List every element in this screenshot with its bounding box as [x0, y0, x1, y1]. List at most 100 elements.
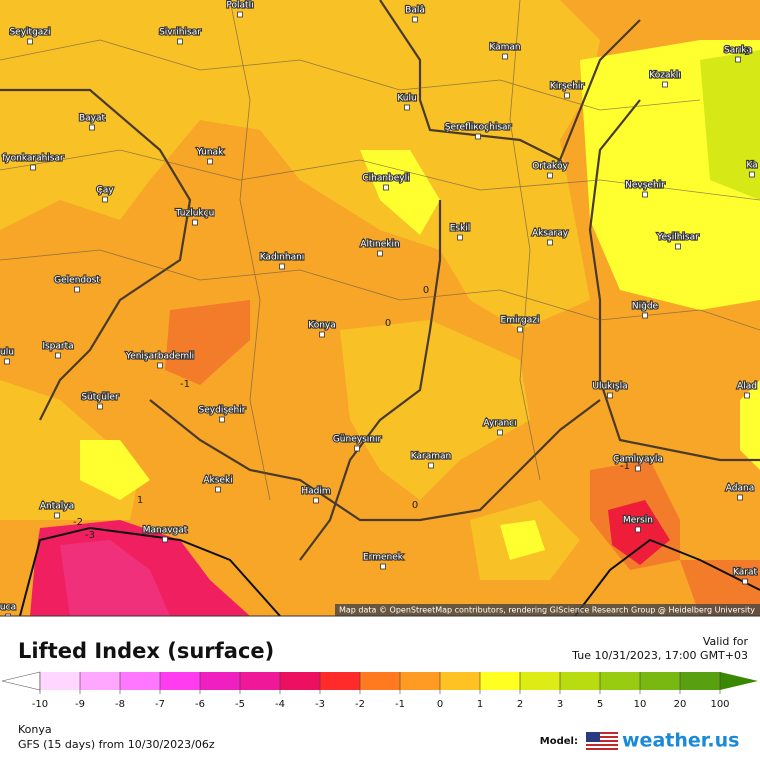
city-marker [735, 56, 741, 63]
city-label: Yunak [196, 148, 224, 158]
legend-swatch [480, 672, 520, 690]
city-marker [404, 104, 410, 111]
legend-tick-label: -10 [32, 699, 48, 710]
city-marker [207, 158, 213, 165]
legend-tick-label: -2 [355, 699, 365, 710]
location: Konya [18, 723, 52, 736]
city-label: Karaman [411, 452, 451, 462]
city-label: Kadınhanı [260, 253, 305, 263]
city-label: Seyitgazi [9, 28, 50, 38]
city-label: Hadim [301, 487, 330, 497]
city-label: Konya [308, 321, 336, 331]
city-label: Ayrancı [483, 419, 516, 429]
city-label: Ka [746, 161, 757, 171]
legend-swatch [560, 672, 600, 690]
city-marker [102, 196, 108, 203]
city-label: Eskil [450, 224, 471, 234]
city-label: Antalya [40, 502, 74, 512]
city-marker [547, 239, 553, 246]
city-marker [502, 53, 508, 60]
legend-tick-label: -9 [75, 699, 85, 710]
legend-tick-label: 100 [710, 699, 729, 710]
legend-tick-label: 1 [477, 699, 483, 710]
city-marker [675, 243, 681, 250]
city-label: Aksaray [532, 229, 569, 239]
city-label: Çay [96, 186, 114, 196]
city-label: Sütçüler [81, 393, 119, 403]
contour-label: -1 [620, 461, 630, 472]
contour-label: 2 [744, 47, 750, 58]
city-marker [380, 563, 386, 570]
city-marker [354, 445, 360, 452]
model-run: GFS (15 days) from 10/30/2023/06z [18, 738, 215, 751]
contour-label: -2 [73, 517, 83, 528]
city-marker [428, 462, 434, 469]
contour-label: 1 [137, 495, 143, 506]
city-label: Yenişarbademli [125, 352, 194, 362]
city-marker [192, 219, 198, 226]
city-label: Yeşilhisar [656, 233, 699, 243]
attribution: Map data © OpenStreetMap contributors, r… [339, 606, 755, 615]
legend-tick-label: 0 [437, 699, 443, 710]
legend-swatch [160, 672, 200, 690]
city-marker [54, 512, 60, 519]
city-marker [313, 497, 319, 504]
city-label: Ulukışla [592, 382, 627, 392]
city-label: Altınekin [360, 240, 399, 250]
city-marker [662, 81, 668, 88]
city-label: Karat [733, 568, 757, 578]
legend-swatch [520, 672, 560, 690]
city-marker [383, 184, 389, 191]
city-label: Bayat [79, 114, 106, 124]
city-marker [547, 172, 553, 179]
city-label: Isparta [42, 342, 73, 352]
city-label: Çamlıyayla [613, 455, 663, 465]
city-label: Kozaklı [649, 71, 680, 81]
city-marker [219, 416, 225, 423]
city-marker [237, 11, 243, 18]
legend-swatch [320, 672, 360, 690]
city-label: Ermenek [363, 553, 404, 563]
legend-swatch [200, 672, 240, 690]
city-label: Kulu [397, 94, 416, 104]
city-label: Ortaköy [532, 162, 568, 172]
legend-tick-label: -6 [195, 699, 205, 710]
legend-tick-label: -4 [275, 699, 285, 710]
city-marker [457, 234, 463, 241]
city-marker [744, 392, 750, 399]
legend-tick-label: 10 [634, 699, 647, 710]
contour-label: 0 [412, 500, 418, 511]
city-marker [749, 171, 755, 178]
legend-swatch [240, 672, 280, 690]
city-label: uca [0, 603, 16, 613]
legend-swatch [400, 672, 440, 690]
legend-swatch [360, 672, 400, 690]
city-marker [635, 465, 641, 472]
legend-tick-label: -7 [155, 699, 165, 710]
city-label: Emirgazi [501, 316, 540, 326]
city-marker [497, 429, 503, 436]
city-label: Şerefliкoçhisar [445, 123, 512, 133]
contour-label: 0 [423, 285, 429, 296]
city-marker [162, 536, 168, 543]
legend-tick-label: -3 [315, 699, 325, 710]
city-label: Kaman [489, 43, 520, 53]
legend-swatch [40, 672, 80, 690]
city-label: Sarıka [724, 46, 752, 56]
city-marker [74, 286, 80, 293]
brand: weather.us [622, 730, 739, 752]
legend-tick-label: 3 [557, 699, 563, 710]
model-label: Model: [540, 736, 578, 747]
legend-arrow-right [720, 672, 758, 690]
city-marker [279, 263, 285, 270]
city-label: ulu [0, 348, 14, 358]
city-marker [607, 392, 613, 399]
city-marker [177, 38, 183, 45]
city-marker [517, 326, 523, 333]
city-label: Mersin [623, 516, 653, 526]
city-marker [737, 494, 743, 501]
city-label: Sivrihisar [159, 28, 201, 38]
valid-label: Valid for [703, 635, 749, 648]
legend-tick-label: 20 [674, 699, 687, 710]
us-flag [586, 732, 618, 750]
